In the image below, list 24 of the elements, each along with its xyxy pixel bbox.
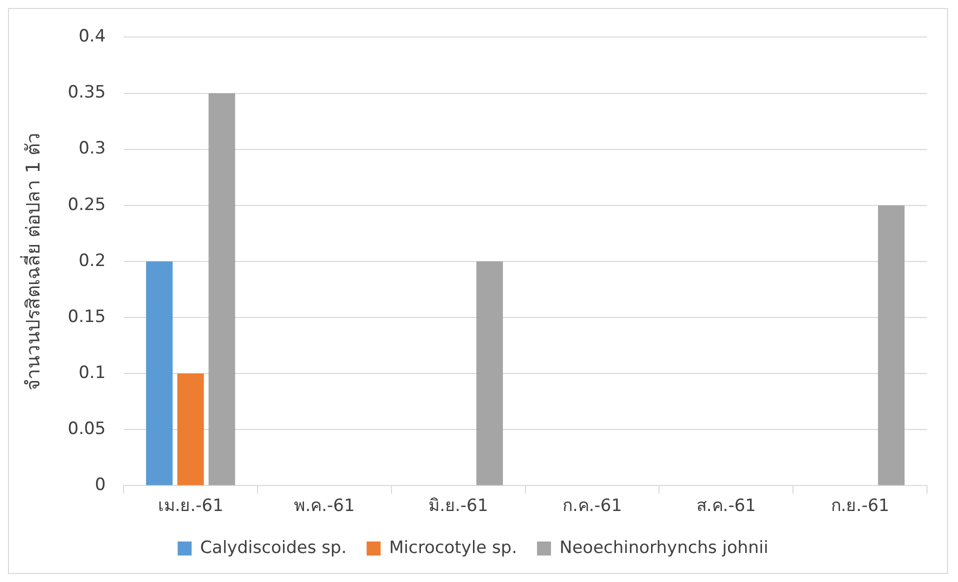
bar <box>476 261 503 486</box>
y-axis-title: จำนวนปรสิตเฉลี่ย ต่อปลา 1 ตัว <box>19 132 44 391</box>
bar <box>878 205 905 486</box>
y-tick-label: 0.2 <box>78 250 106 271</box>
bar <box>208 93 236 486</box>
legend-label: Microcotyle sp. <box>389 538 517 558</box>
x-tick-label: เม.ย.-61 <box>158 496 224 516</box>
x-tick-label: มิ.ย.-61 <box>428 496 488 516</box>
x-tick-label: ส.ค.-61 <box>696 496 756 516</box>
legend-label: Calydiscoides sp. <box>200 538 347 558</box>
x-tick-label: พ.ค.-61 <box>294 496 355 516</box>
legend-label: Neoechinorhynchs johnii <box>559 538 768 558</box>
bar <box>146 261 173 486</box>
y-tick-label: 0.15 <box>68 306 106 327</box>
y-tick-label: 0.25 <box>68 194 106 215</box>
y-tick-label: 0.4 <box>78 26 106 47</box>
y-tick-label: 0 <box>94 475 106 496</box>
y-tick-label: 0.1 <box>78 362 106 383</box>
x-tick-label: ก.ค.-61 <box>562 496 622 516</box>
y-tick-label: 0.3 <box>78 138 106 159</box>
x-tick-label: ก.ย.-61 <box>830 496 890 516</box>
bar <box>177 374 204 486</box>
y-tick-label: 0.05 <box>68 418 106 439</box>
y-tick-label: 0.35 <box>68 82 106 103</box>
